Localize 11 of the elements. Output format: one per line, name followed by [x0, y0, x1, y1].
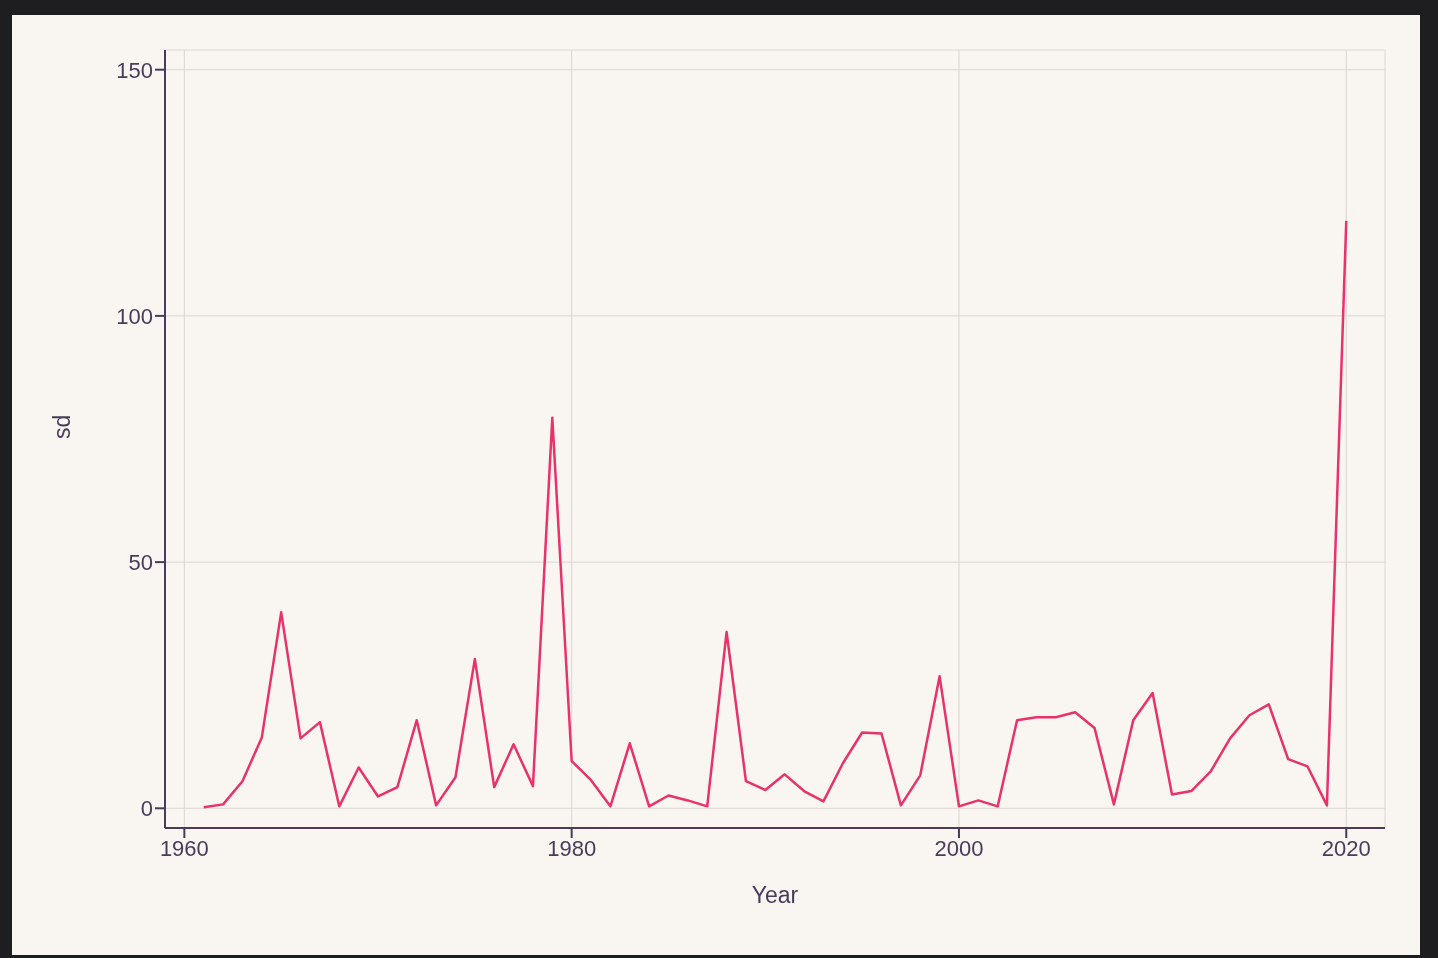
x-tick-label: 2000 — [934, 835, 984, 861]
y-tick-label: 50 — [128, 549, 153, 575]
x-tick-label: 1980 — [547, 835, 597, 861]
x-axis-title: Year — [751, 882, 799, 908]
y-axis-title: sd — [49, 414, 76, 439]
line-series — [202, 219, 1348, 809]
y-tick-label: 150 — [116, 57, 153, 83]
y-tick-label: 100 — [116, 303, 153, 329]
y-tick-label: 0 — [140, 796, 153, 822]
x-tick-label: 2020 — [1321, 835, 1371, 861]
x-tick-label: 1960 — [159, 835, 209, 861]
